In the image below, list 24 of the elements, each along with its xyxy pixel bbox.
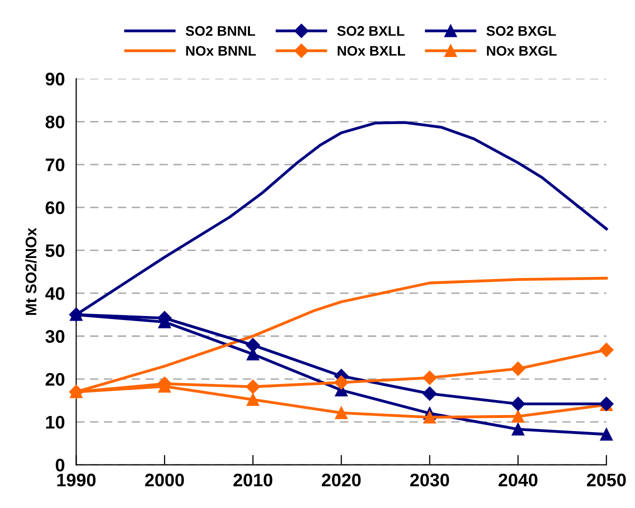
x-tick-label: 2020 [322,474,361,486]
y-tick-label: 40 [45,287,64,300]
y-tick-label: 70 [46,158,64,172]
y-tick-label: 30 [45,330,64,343]
x-tick-label: 2010 [233,474,272,486]
x-tick-label: 2040 [498,474,538,486]
y-tick-label: 0 [56,458,64,472]
legend-label: SO2 BXGL [486,26,556,36]
y-tick-label: 10 [46,416,64,429]
legend-label: NOx BXGL [486,46,557,56]
legend-label: SO2 BNNL [186,26,256,36]
y-tick-label: 20 [46,372,64,386]
y-tick-label: 50 [46,244,64,258]
y-tick-label: 90 [46,72,64,86]
y-tick-label: 60 [46,201,64,214]
x-tick-label: 1990 [57,474,96,486]
legend-label: SO2 BXLL [337,26,404,36]
x-tick-label: 2000 [145,474,184,486]
y-axis-title: Mt SO2/NOx [25,228,37,315]
legend-label: NOx BNNL [186,46,256,56]
x-tick-label: 2030 [410,474,450,486]
x-tick-label: 2050 [586,474,626,486]
legend-label: NOx BXLL [338,46,406,56]
y-tick-label: 80 [46,116,64,128]
